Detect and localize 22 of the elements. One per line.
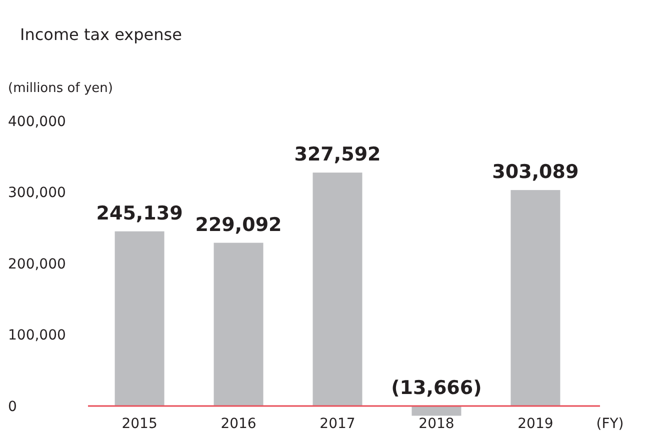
bar [214, 242, 264, 406]
y-tick-label: 400,000 [8, 114, 66, 130]
x-tick-label: 2019 [518, 416, 554, 432]
bar [114, 231, 164, 406]
chart-title: Income tax expense [20, 25, 182, 44]
data-label: 229,092 [195, 214, 282, 236]
x-tick-label: 2016 [220, 416, 256, 432]
data-label: 327,592 [294, 144, 381, 166]
data-label: 303,089 [492, 161, 579, 184]
x-tick-label: 2018 [418, 416, 454, 432]
y-axis-title: (millions of yen) [8, 81, 113, 96]
x-tick-label: 2017 [320, 416, 356, 432]
y-tick-label: 100,000 [8, 328, 66, 344]
data-label: 245,139 [96, 202, 183, 224]
bar [510, 190, 560, 406]
data-label: (13,666) [391, 377, 482, 400]
y-tick-label: 200,000 [8, 256, 66, 272]
y-tick-label: 0 [8, 398, 17, 415]
bar [312, 172, 362, 406]
x-axis-title: (FY) [596, 416, 624, 432]
x-tick-label: 2015 [122, 416, 158, 432]
y-tick-label: 300,000 [8, 185, 66, 202]
